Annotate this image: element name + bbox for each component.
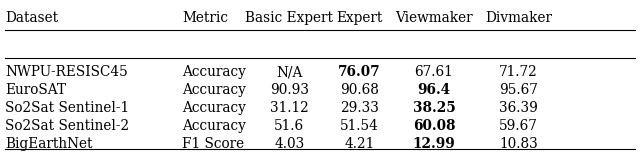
Text: 59.67: 59.67 [499, 119, 538, 133]
Text: Expert: Expert [337, 11, 383, 25]
Text: F1 Score: F1 Score [182, 137, 244, 151]
Text: So2Sat Sentinel-1: So2Sat Sentinel-1 [5, 101, 129, 115]
Text: 90.68: 90.68 [340, 83, 379, 97]
Text: 67.61: 67.61 [415, 65, 453, 79]
Text: Accuracy: Accuracy [182, 119, 246, 133]
Text: Dataset: Dataset [5, 11, 58, 25]
Text: 76.07: 76.07 [339, 65, 381, 79]
Text: Basic Expert: Basic Expert [245, 11, 333, 25]
Text: Accuracy: Accuracy [182, 65, 246, 79]
Text: Accuracy: Accuracy [182, 83, 246, 97]
Text: 60.08: 60.08 [413, 119, 455, 133]
Text: Divmaker: Divmaker [485, 11, 552, 25]
Text: 96.4: 96.4 [417, 83, 451, 97]
Text: NWPU-RESISC45: NWPU-RESISC45 [5, 65, 128, 79]
Text: 90.93: 90.93 [270, 83, 308, 97]
Text: 38.25: 38.25 [413, 101, 455, 115]
Text: 4.03: 4.03 [274, 137, 305, 151]
Text: 29.33: 29.33 [340, 101, 379, 115]
Text: So2Sat Sentinel-2: So2Sat Sentinel-2 [5, 119, 129, 133]
Text: EuroSAT: EuroSAT [5, 83, 66, 97]
Text: 4.21: 4.21 [344, 137, 375, 151]
Text: Metric: Metric [182, 11, 228, 25]
Text: 71.72: 71.72 [499, 65, 538, 79]
Text: 51.54: 51.54 [340, 119, 379, 133]
Text: 12.99: 12.99 [413, 137, 455, 151]
Text: BigEarthNet: BigEarthNet [5, 137, 93, 151]
Text: 36.39: 36.39 [499, 101, 538, 115]
Text: 31.12: 31.12 [270, 101, 308, 115]
Text: 10.83: 10.83 [499, 137, 538, 151]
Text: N/A: N/A [276, 65, 303, 79]
Text: Viewmaker: Viewmaker [395, 11, 473, 25]
Text: Accuracy: Accuracy [182, 101, 246, 115]
Text: 95.67: 95.67 [499, 83, 538, 97]
Text: 51.6: 51.6 [274, 119, 305, 133]
